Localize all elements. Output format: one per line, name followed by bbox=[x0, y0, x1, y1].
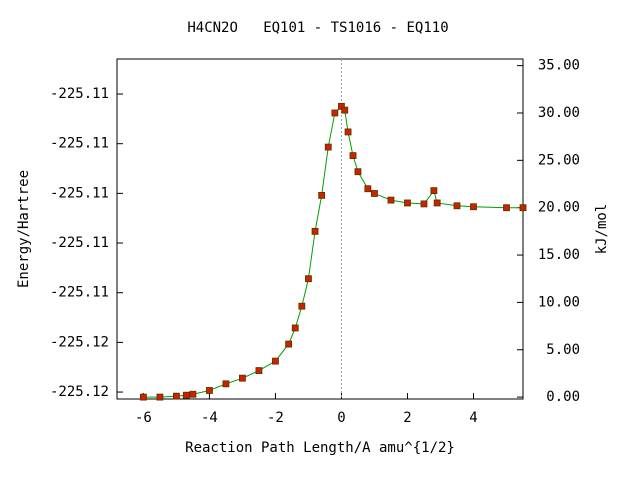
y2-tick-label: 5.00 bbox=[546, 342, 580, 358]
point bbox=[453, 202, 461, 210]
point bbox=[404, 199, 411, 207]
y2-tick-label: 10.00 bbox=[538, 294, 580, 310]
plot-frame bbox=[116, 58, 524, 400]
point bbox=[341, 106, 349, 114]
x-tick-label: -4 bbox=[201, 410, 218, 426]
series-line bbox=[143, 105, 523, 398]
point bbox=[189, 390, 197, 398]
point bbox=[239, 374, 246, 382]
point bbox=[222, 380, 230, 388]
point bbox=[156, 393, 164, 401]
y2-tick-label: 20.00 bbox=[538, 200, 580, 216]
point bbox=[371, 190, 378, 197]
x-tick-label: -2 bbox=[267, 410, 284, 426]
point bbox=[255, 367, 263, 374]
point bbox=[349, 152, 357, 160]
point bbox=[519, 204, 527, 212]
point bbox=[318, 191, 326, 199]
x-axis-label: Reaction Path Length/A amu^{1/2} bbox=[185, 440, 455, 456]
point bbox=[305, 275, 312, 283]
point bbox=[331, 109, 339, 117]
point bbox=[272, 357, 279, 365]
point bbox=[503, 204, 510, 212]
x-tick-label: 4 bbox=[469, 410, 477, 426]
point bbox=[140, 393, 147, 401]
point bbox=[387, 196, 395, 204]
y-tick-label: -225.12 bbox=[50, 384, 109, 400]
point bbox=[433, 199, 441, 207]
chart-title: H4CN2O EQ101 - TS1016 - EQ110 bbox=[187, 20, 448, 36]
point bbox=[291, 324, 299, 332]
point bbox=[182, 391, 190, 399]
y2-tick-label: 15.00 bbox=[538, 247, 580, 263]
point bbox=[354, 168, 362, 176]
y2-tick-label: 35.00 bbox=[538, 58, 580, 74]
y-tick-label: -225.11 bbox=[50, 235, 109, 251]
y-tick-label: -225.11 bbox=[50, 136, 109, 152]
y2-axis-label: kJ/mol bbox=[594, 204, 610, 255]
point bbox=[364, 185, 372, 193]
y-tick-label: -225.12 bbox=[50, 334, 109, 350]
point bbox=[311, 227, 319, 235]
y2-tick-label: 30.00 bbox=[538, 105, 580, 121]
point bbox=[430, 187, 438, 195]
point bbox=[206, 387, 213, 394]
point bbox=[173, 392, 180, 400]
y2-tick-label: 25.00 bbox=[538, 152, 580, 168]
x-tick-label: -6 bbox=[135, 410, 152, 426]
point bbox=[285, 340, 293, 348]
y-tick-label: -225.11 bbox=[50, 86, 109, 102]
point bbox=[344, 128, 352, 136]
point bbox=[298, 302, 306, 310]
y-tick-label: -225.11 bbox=[50, 185, 109, 201]
point bbox=[420, 200, 428, 208]
point bbox=[324, 143, 332, 151]
x-tick-label: 0 bbox=[337, 410, 345, 426]
x-tick-label: 2 bbox=[403, 410, 411, 426]
y-tick-label: -225.11 bbox=[50, 285, 109, 301]
y-axis-label: Energy/Hartree bbox=[16, 170, 32, 288]
y2-tick-label: 0.00 bbox=[546, 389, 580, 405]
point bbox=[470, 203, 477, 211]
